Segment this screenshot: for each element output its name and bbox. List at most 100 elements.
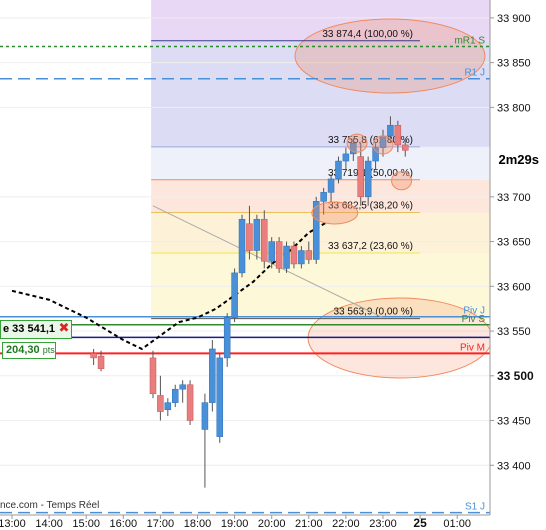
time-tick-label: 18:00 [184,518,212,530]
trendline [152,205,384,319]
highlight-circle [391,171,413,191]
candle-body [372,147,379,162]
candle-down [305,241,313,264]
candle-body [402,144,409,151]
fib-label: 33 637,2 (23,60 %) [328,241,413,252]
candle-body [268,241,275,262]
candle-body [231,272,238,318]
candle-up [283,241,290,273]
candle-up [327,174,335,202]
price-tick-label: 33 900 [497,13,531,25]
candle-down [275,237,283,273]
candle-down [394,120,402,153]
candle-up [164,398,172,417]
close-position-icon[interactable]: ✖ [58,321,70,336]
candle-up [268,237,275,269]
time-tick-label: 19:00 [221,518,249,530]
candle-body [364,160,372,198]
axis-bg [490,0,546,530]
candle-body [253,218,261,251]
fib-zone [151,146,490,180]
fib-label: 33 682,5 (38,20 %) [328,201,413,212]
time-tick-label: 25 [413,516,427,530]
fib-zone [151,40,490,147]
candle-down [157,375,164,421]
pivot-label: R1 J [464,68,485,79]
pnl-value: 204,30 [6,344,40,356]
candle-up [298,246,305,269]
price-tick-label: 33 700 [497,192,531,204]
candle-body [312,201,320,260]
fib-label: 33 874,4 (100,00 %) [322,29,413,40]
fib-label: 33 755,8 (61,80 %) [328,135,413,146]
position-pnl: 204,30 pts [2,342,56,359]
candle-body [298,250,305,265]
fib-label: 33 563,9 (0,00 %) [334,307,414,318]
candle-down [90,348,97,366]
time-tick-label: 23:00 [369,518,397,530]
candle-up [238,214,246,278]
candle-up [171,384,179,408]
candle-body [246,223,253,251]
candles [90,116,409,488]
position-price-label[interactable]: e 33 541,1 [0,320,72,339]
time-tick-label: 14:00 [35,518,63,530]
candle-body [216,357,224,437]
highlight-circle [311,201,359,225]
time-tick-label: 21:00 [295,518,323,530]
candle-body [290,245,298,265]
candle-down [402,138,409,157]
candle-body [261,218,268,262]
pnl-unit: pts [42,345,55,355]
candle-up [216,353,224,443]
candle-body [164,402,172,411]
candle-body [335,160,342,180]
candle-up [364,156,372,206]
candle-body [171,388,179,403]
time-tick-label: 01:00 [443,518,471,530]
price-tick-label: 33 550 [497,326,531,338]
candle-up [179,380,186,403]
candle-up [231,268,238,323]
highlight-circles [311,133,413,225]
candle-down [186,380,194,425]
candle-body [209,348,216,403]
grid-lines [0,17,490,466]
candle-body [201,402,209,430]
candle-down [149,350,157,399]
trend-line [152,205,384,319]
candle-body [238,218,246,274]
candle-body [327,178,335,193]
candle-body [350,142,357,155]
candle-body [305,250,313,260]
price-tick-label: 33 650 [497,237,531,249]
candle-up [253,214,261,260]
time-axis: 13:00 14:00 15:00 16:00 17:00 18:00 19:00 20:00… [0,514,490,530]
candle-body [275,241,283,269]
time-tick-label: 17:00 [147,518,175,530]
candle-body [223,317,231,359]
pivot-label: mR1 S [454,36,485,47]
candle-up [201,393,209,488]
candle-up [320,187,327,215]
pivot-label: Piv S [462,314,486,325]
candle-body [186,384,194,421]
highlight-circle [372,135,394,155]
candle-down [290,241,298,269]
time-tick-label: 22:00 [332,518,360,530]
candle-down [357,143,364,206]
time-tick-label: 15:00 [72,518,100,530]
candle-down [261,210,268,269]
candle-body [387,125,394,137]
pivot-label: S1 J [465,502,485,513]
candle-up [342,147,350,170]
pivot-label: Piv J [463,306,485,317]
candle-up [209,340,216,412]
time-tick-label: 20:00 [258,518,286,530]
price-tick-label: 33 800 [497,102,531,114]
source-label: nce.com - Temps Réel [0,500,100,511]
candle-body [283,245,290,269]
candle-body [149,357,157,394]
